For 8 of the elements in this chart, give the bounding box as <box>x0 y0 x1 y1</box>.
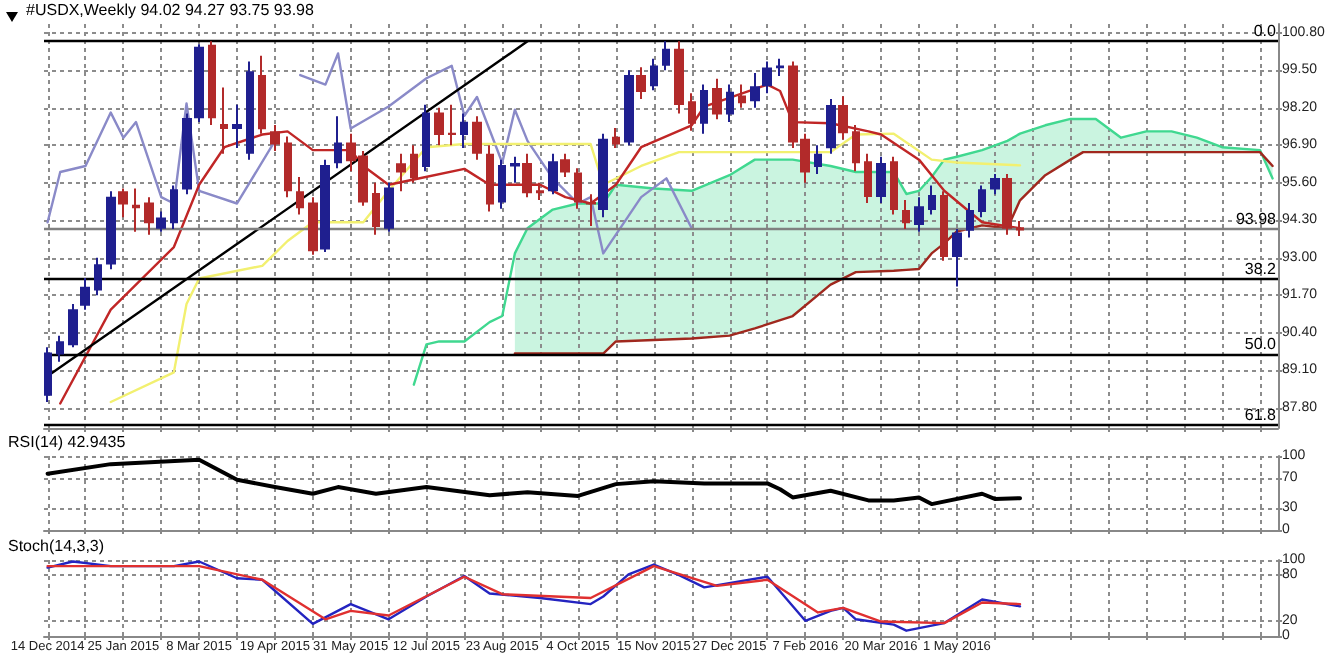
annotation: 38.2 <box>1244 260 1278 279</box>
chart-title: #USDX,Weekly 94.02 94.27 93.75 93.98 <box>26 1 315 19</box>
chart-title: Stoch(14,3,3) <box>8 537 105 555</box>
annotation: 61.8 <box>1244 406 1278 425</box>
chart-title: RSI(14) 42.9435 <box>8 433 127 451</box>
annotation: 0.0 <box>1253 21 1278 40</box>
ref-line-label: 93.98 <box>1235 210 1278 229</box>
annotation: 50.0 <box>1244 334 1278 353</box>
